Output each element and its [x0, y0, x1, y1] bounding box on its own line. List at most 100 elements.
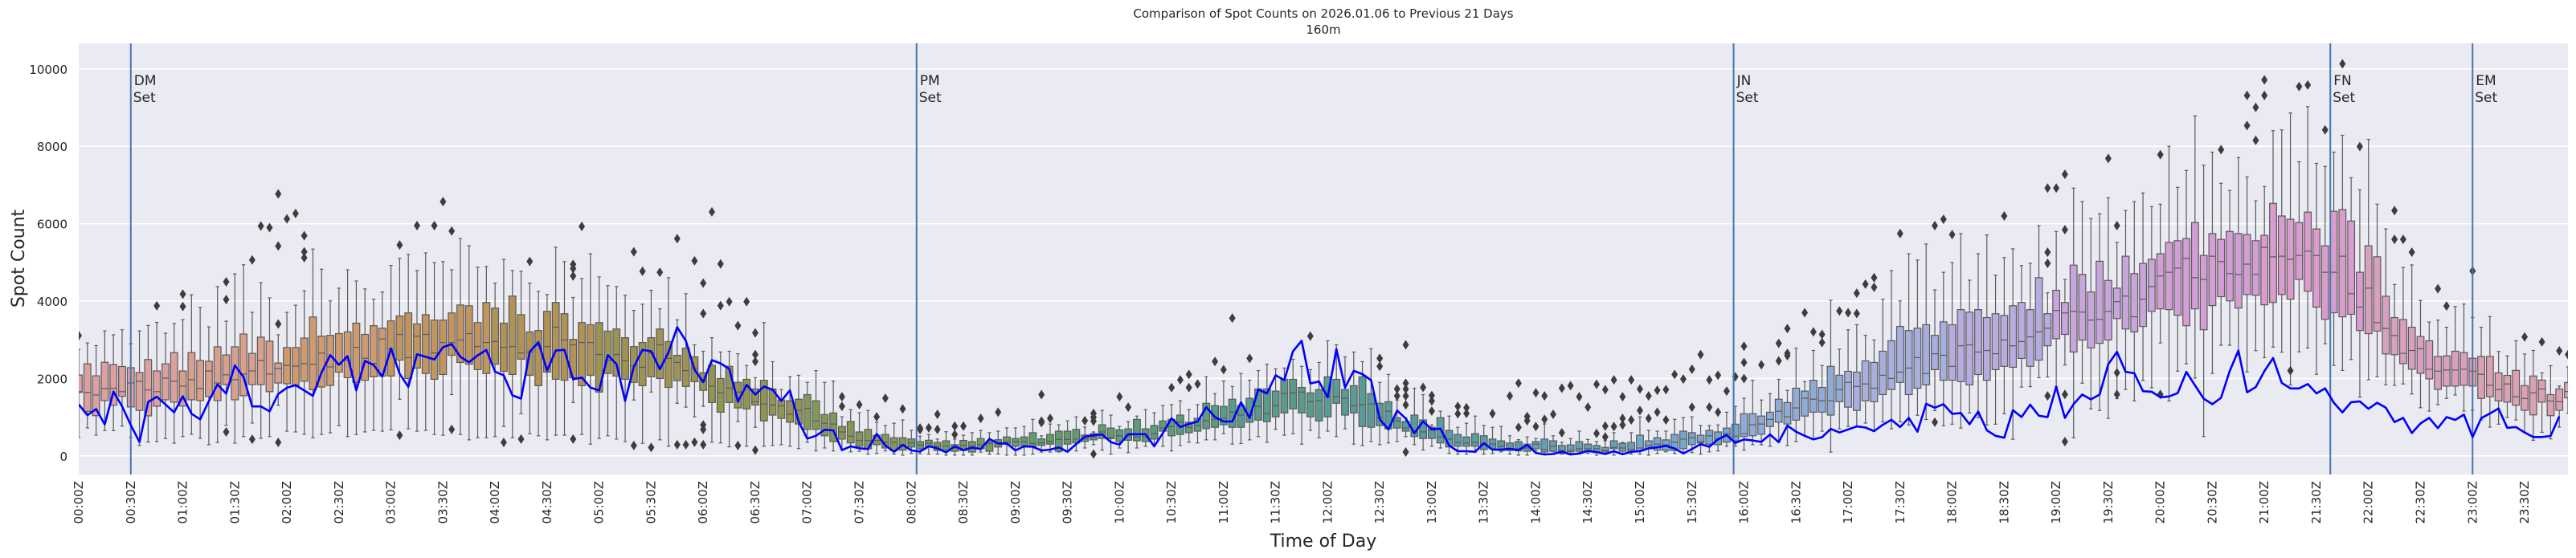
box-iqr	[2407, 326, 2416, 370]
box-iqr	[153, 370, 162, 407]
outlier-point	[1853, 308, 1860, 319]
x-axis-label: Time of Day	[1270, 532, 1376, 552]
box-plot	[1254, 369, 1262, 438]
box-plot	[1765, 393, 1774, 447]
box-plot	[144, 324, 153, 443]
box-plot	[178, 319, 187, 438]
box-iqr	[1887, 340, 1895, 390]
box-iqr	[2156, 253, 2165, 310]
box-plot	[1193, 404, 1202, 444]
box-plot	[1090, 431, 1098, 446]
box-iqr	[2052, 289, 2061, 340]
box-plot	[170, 323, 178, 444]
outlier-point	[1818, 329, 1826, 340]
box-iqr	[1237, 405, 1245, 428]
outlier-point	[500, 437, 507, 447]
box-plot	[1687, 416, 1696, 454]
box-iqr	[664, 340, 673, 389]
box-plot	[578, 278, 586, 435]
outlier-point	[1220, 365, 1227, 375]
box-plot	[2390, 283, 2399, 386]
outlier-point	[1454, 401, 1462, 412]
box-plot	[2104, 197, 2112, 419]
outlier-point	[448, 226, 456, 236]
box-iqr	[2130, 273, 2139, 332]
outlier-point	[1862, 279, 1869, 289]
box-plot	[109, 334, 118, 431]
outlier-point	[153, 300, 161, 311]
box-iqr	[2061, 302, 2069, 336]
outlier-point	[934, 409, 941, 420]
outlier-point	[1584, 402, 1592, 413]
outlier-point	[1402, 340, 1409, 350]
outlier-point	[1601, 421, 1609, 431]
box-iqr	[247, 352, 256, 385]
x-tick-label: 19:30Z	[2101, 481, 2116, 524]
outlier-point	[1489, 409, 1496, 419]
outlier-point	[708, 206, 715, 217]
box-iqr	[274, 362, 283, 384]
outlier-point	[1628, 375, 1635, 385]
box-iqr	[2277, 215, 2286, 295]
box-plot	[1237, 373, 1245, 445]
outlier-point	[1428, 396, 1435, 406]
box-iqr	[300, 337, 309, 382]
box-plot	[162, 332, 170, 439]
box-iqr	[1818, 386, 1826, 413]
box-plot	[2260, 185, 2269, 359]
box-iqr	[820, 413, 829, 437]
box-iqr	[603, 330, 612, 374]
box-iqr	[1687, 432, 1696, 446]
outlier-point	[275, 189, 282, 199]
box-plot	[2026, 263, 2034, 388]
outlier-point	[275, 319, 282, 329]
box-iqr	[2269, 202, 2277, 303]
box-plot	[2416, 299, 2425, 409]
outlier-point	[2521, 332, 2529, 342]
box-iqr	[1895, 326, 1904, 383]
event-label: Set	[919, 90, 942, 106]
outlier-point	[734, 320, 742, 331]
outlier-point	[1645, 413, 1652, 424]
box-iqr	[1133, 418, 1141, 442]
box-plot	[187, 294, 196, 435]
box-plot	[1670, 418, 1679, 454]
outlier-point	[2408, 247, 2415, 258]
box-iqr	[1454, 434, 1462, 447]
x-tick-label: 00:30Z	[124, 481, 138, 524]
x-tick-label: 04:30Z	[540, 481, 554, 524]
box-iqr	[508, 295, 517, 375]
box-plot	[1895, 300, 1904, 423]
outlier-point	[700, 308, 707, 319]
outlier-point	[1090, 416, 1097, 426]
x-tick-label: 22:30Z	[2413, 481, 2427, 524]
box-iqr	[1315, 389, 1323, 422]
box-iqr	[2190, 222, 2199, 310]
box-plot	[1705, 425, 1714, 453]
box-iqr	[551, 302, 560, 381]
box-plot	[1315, 361, 1323, 438]
box-plot	[2251, 200, 2260, 352]
x-tick-label: 06:00Z	[696, 481, 710, 524]
box-plot	[1913, 259, 1922, 416]
box-plot	[196, 307, 205, 439]
box-plot	[2130, 201, 2139, 402]
outlier-point	[1610, 422, 1617, 432]
box-plot	[1774, 378, 1783, 443]
box-iqr	[656, 328, 664, 380]
x-tick-label: 03:30Z	[435, 481, 450, 524]
outlier-point	[1046, 413, 1053, 424]
x-tick-label: 22:00Z	[2361, 481, 2376, 524]
box-plot	[2061, 279, 2069, 366]
outlier-point	[1940, 214, 1947, 225]
box-iqr	[708, 365, 716, 403]
box-iqr	[2494, 372, 2503, 402]
box-plot	[1826, 299, 1835, 453]
outlier-point	[2339, 59, 2346, 69]
box-plot	[2494, 351, 2503, 425]
outlier-point	[1619, 392, 1626, 402]
box-iqr	[1262, 388, 1271, 422]
box-plot	[751, 377, 759, 428]
box-plot	[2564, 366, 2568, 414]
outlier-point	[1784, 351, 1791, 361]
